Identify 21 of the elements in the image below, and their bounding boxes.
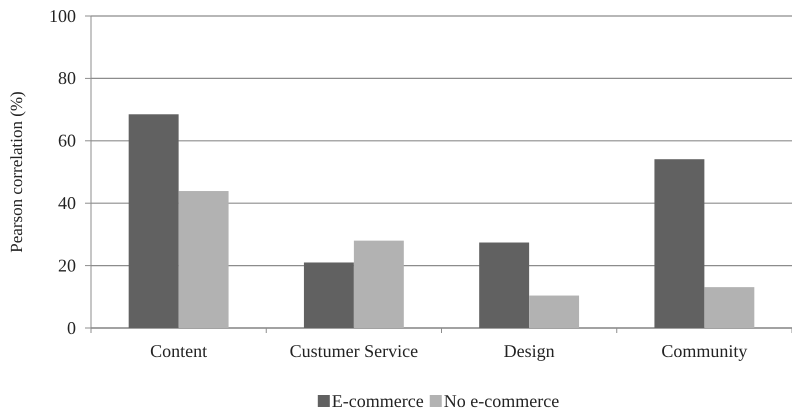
y-tick-label: 80 (58, 68, 76, 88)
y-tick-label: 40 (58, 192, 76, 213)
y-tick-label: 60 (58, 130, 76, 151)
x-tick-label: Content (150, 340, 208, 361)
x-tick-label: Community (661, 340, 748, 361)
bar (128, 114, 179, 328)
y-tick-label: 0 (67, 318, 76, 338)
x-tick-label: Design (504, 340, 555, 361)
bar (354, 240, 404, 328)
y-tick-label: 20 (58, 255, 76, 276)
bar (704, 287, 754, 328)
bar (479, 242, 530, 328)
legend-label: No e-commerce (444, 391, 560, 411)
bar (304, 262, 354, 328)
bar (178, 191, 229, 328)
x-tick-label: Custumer Service (290, 340, 418, 361)
bar (529, 296, 580, 328)
bar (654, 159, 704, 328)
legend-label: E-commerce (332, 391, 424, 411)
y-tick-label: 100 (49, 6, 76, 26)
y-axis-title: Pearson correlation (%) (7, 91, 26, 253)
